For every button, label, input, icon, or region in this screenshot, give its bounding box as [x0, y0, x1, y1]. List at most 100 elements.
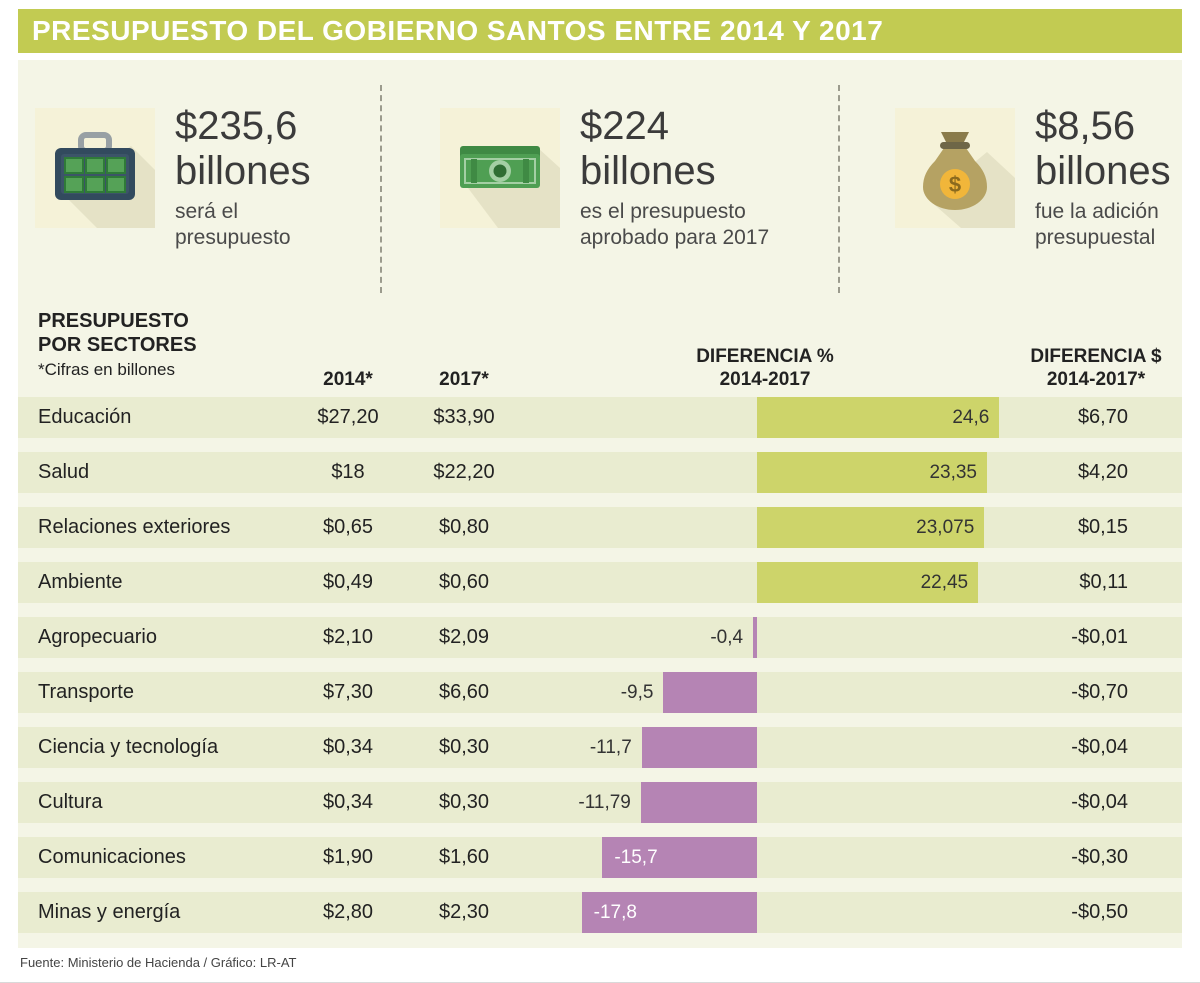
stat-unit: billones: [580, 149, 716, 193]
sector-label: Relaciones exteriores: [38, 516, 231, 538]
diff-pct-cell: 23,075: [520, 507, 1010, 548]
value-2017: $33,90: [433, 406, 495, 428]
stat-value: $8,56: [1035, 104, 1136, 148]
sector-label: Educación: [38, 406, 132, 428]
value-2014: $18: [331, 461, 365, 483]
table-heading: PRESUPUESTO POR SECTORES *Cifras en bill…: [18, 309, 288, 393]
value-2014: $2,80: [322, 901, 374, 923]
diff-pct-cell: -17,8: [520, 892, 1010, 933]
dashed-separator: [380, 85, 382, 293]
diff-abs-value: $0,15: [1077, 516, 1128, 538]
table-heading-note: *Cifras en billones: [38, 360, 176, 379]
stat-caption: es el presupuesto aprobado para 2017: [580, 200, 770, 249]
stat-approved-2017: $224 billones es el presupuesto aprobado…: [580, 104, 769, 251]
table-row: Agropecuario $2,10 $2,09 -0,4 -$0,01: [18, 617, 1182, 658]
diff-bar-negative: [640, 782, 757, 823]
diff-abs-value: $6,70: [1077, 406, 1128, 428]
diff-bar-negative: [663, 672, 757, 713]
source-note: Fuente: Ministerio de Hacienda / Gráfico…: [20, 955, 297, 970]
diff-abs-value: -$0,50: [1071, 901, 1128, 923]
diff-pct-label: -17,8: [593, 902, 637, 923]
sector-label: Comunicaciones: [38, 846, 186, 868]
table-row: Salud $18 $22,20 23,35 $4,20: [18, 452, 1182, 493]
content-area: $235,6 billones será el presupuesto: [18, 60, 1182, 948]
value-2017: $6,60: [438, 681, 490, 703]
diff-pct-label: -9,5: [620, 682, 654, 703]
value-2014: $0,65: [322, 516, 374, 538]
dashed-separator: [838, 85, 840, 293]
value-2017: $2,30: [438, 901, 490, 923]
stat-budget-addition: $8,56 billones fue la adición presupuest…: [1035, 104, 1171, 251]
value-2017: $0,60: [438, 571, 490, 593]
stat-value: $235,6: [175, 104, 298, 148]
stat-value: $224: [580, 104, 669, 148]
column-header-diff-pct: DIFERENCIA % 2014-2017: [696, 346, 834, 390]
value-2014: $27,20: [317, 406, 379, 428]
column-header-diff-abs: DIFERENCIA $ 2014-2017*: [1030, 346, 1162, 390]
sector-label: Salud: [38, 461, 90, 483]
diff-pct-label: 23,35: [929, 462, 977, 483]
diff-bar-negative: -17,8: [581, 892, 757, 933]
diff-abs-value: -$0,04: [1071, 736, 1128, 758]
value-2014: $0,49: [322, 571, 374, 593]
diff-pct-cell: -15,7: [520, 837, 1010, 878]
value-2017: $0,30: [438, 791, 490, 813]
money-bag-icon: $: [895, 108, 1015, 228]
sector-label: Minas y energía: [38, 901, 181, 923]
diff-abs-value: $0,11: [1079, 571, 1128, 593]
diff-pct-label: 24,6: [952, 407, 990, 428]
diff-pct-cell: 22,45: [520, 562, 1010, 603]
diff-pct-cell: -11,7: [520, 727, 1010, 768]
diff-bar-positive: 24,6: [757, 397, 1000, 438]
diff-pct-cell: 24,6: [520, 397, 1010, 438]
value-2017: $22,20: [433, 461, 495, 483]
table-row: Minas y energía $2,80 $2,30 -17,8 -$0,50: [18, 892, 1182, 933]
table-row: Comunicaciones $1,90 $1,60 -15,7 -$0,30: [18, 837, 1182, 878]
diff-bar-negative: [753, 617, 757, 658]
diff-pct-cell: -9,5: [520, 672, 1010, 713]
diff-abs-value: -$0,70: [1071, 681, 1128, 703]
diff-abs-value: -$0,30: [1071, 846, 1128, 868]
table-header: PRESUPUESTO POR SECTORES *Cifras en bill…: [18, 300, 1182, 397]
sector-label: Agropecuario: [38, 626, 157, 648]
table-row: Transporte $7,30 $6,60 -9,5 -$0,70: [18, 672, 1182, 713]
diff-abs-value: $4,20: [1077, 461, 1128, 483]
page-title: PRESUPUESTO DEL GOBIERNO SANTOS ENTRE 20…: [18, 9, 1182, 53]
table-row: Ciencia y tecnología $0,34 $0,30 -11,7 -$0,0…: [18, 727, 1182, 768]
sector-label: Ciencia y tecnología: [38, 736, 219, 758]
stat-budget-total: $235,6 billones será el presupuesto: [175, 104, 311, 251]
diff-abs-value: -$0,04: [1071, 791, 1128, 813]
sector-label: Transporte: [38, 681, 134, 703]
value-2017: $0,30: [438, 736, 490, 758]
diff-bar-positive: 23,075: [757, 507, 985, 548]
value-2014: $0,34: [322, 736, 374, 758]
value-2014: $2,10: [322, 626, 374, 648]
diff-pct-label: 22,45: [920, 572, 969, 593]
value-2017: $2,09: [438, 626, 490, 648]
column-header-2017: 2017*: [439, 369, 489, 390]
stat-caption: será el presupuesto: [175, 200, 291, 249]
value-2014: $1,90: [322, 846, 374, 868]
table-row: Relaciones exteriores $0,65 $0,80 23,075 $0,…: [18, 507, 1182, 548]
briefcase-money-icon: [35, 108, 155, 228]
diff-pct-label: -11,7: [589, 737, 632, 758]
diff-bar-negative: -15,7: [602, 837, 757, 878]
diff-pct-cell: -0,4: [520, 617, 1010, 658]
sector-label: Ambiente: [38, 571, 123, 593]
diff-pct-label: -0,4: [710, 627, 744, 648]
stat-unit: billones: [1035, 149, 1171, 193]
stat-unit: billones: [175, 149, 311, 193]
stats-band: $235,6 billones será el presupuesto: [18, 60, 1182, 298]
banknotes-icon: [440, 108, 560, 228]
diff-bar-negative: [641, 727, 757, 768]
table-row: Educación $27,20 $33,90 24,6 $6,70: [18, 397, 1182, 438]
sector-label: Cultura: [38, 791, 103, 813]
value-2014: $7,30: [322, 681, 374, 703]
diff-abs-value: -$0,01: [1071, 626, 1128, 648]
diff-pct-label: 23,075: [916, 517, 975, 538]
column-header-2014: 2014*: [323, 369, 373, 390]
value-2017: $1,60: [438, 846, 490, 868]
value-2017: $0,80: [438, 516, 490, 538]
diff-bar-positive: 22,45: [757, 562, 979, 603]
